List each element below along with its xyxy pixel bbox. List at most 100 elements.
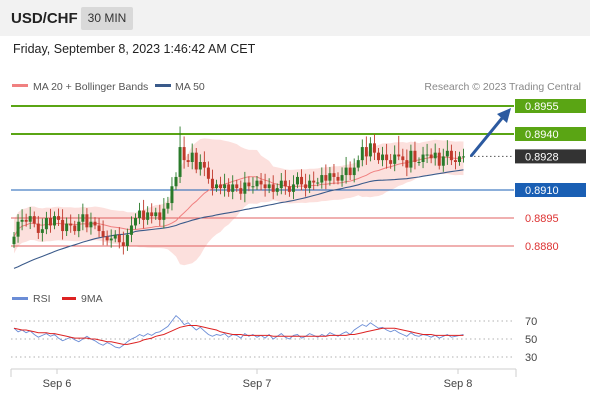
- candle-body: [283, 180, 287, 187]
- candle-body: [81, 214, 85, 222]
- candle-body: [449, 150, 453, 161]
- candle-body: [316, 182, 320, 184]
- candle-body: [32, 216, 36, 224]
- candle-body: [328, 173, 332, 181]
- candle-body: [138, 210, 142, 218]
- candle-body: [215, 184, 218, 189]
- current-label-bg: [515, 149, 586, 164]
- candle-body: [219, 184, 223, 189]
- candle-body: [174, 176, 178, 187]
- rsi-panel: 70 50 30: [11, 314, 537, 364]
- resistance-2-label-bg: [515, 99, 586, 113]
- resistance-1-label-bg: [515, 127, 586, 141]
- candle-body: [53, 216, 56, 226]
- rsi-tick-50: 50: [525, 334, 537, 346]
- x-axis: Sep 6 Sep 7 Sep 8: [43, 369, 473, 390]
- candle-body: [16, 221, 20, 237]
- header-bar: USD/CHF 30 MIN: [0, 0, 590, 36]
- candle-body: [134, 218, 137, 226]
- candle-body: [48, 218, 52, 226]
- timeframe-button[interactable]: 30 MIN: [81, 7, 133, 30]
- candle-body: [393, 154, 397, 164]
- candle-body: [206, 167, 210, 179]
- candle-body: [441, 156, 445, 166]
- candle-body: [279, 180, 283, 189]
- candle-body: [142, 210, 146, 220]
- candle-body: [251, 186, 255, 188]
- candle-body: [458, 156, 461, 162]
- candle-body: [73, 225, 77, 232]
- ma20-legend-swatch: [12, 84, 28, 87]
- candle-body: [69, 223, 73, 226]
- candle-body: [417, 162, 421, 163]
- pivot-label-bg: [515, 183, 586, 197]
- candle-body: [308, 180, 312, 189]
- credit-text: Research © 2023 Trading Central: [424, 81, 581, 93]
- rsi-legend-label: RSI: [33, 293, 51, 305]
- candle-body: [154, 212, 158, 217]
- candle-body: [170, 186, 174, 204]
- resistance-2-label: 0.8955: [525, 101, 559, 113]
- candle-body: [20, 219, 24, 222]
- candle-body: [381, 154, 385, 161]
- candle-body: [405, 160, 409, 168]
- price-panel: 0.8955 0.8940 0.8928 0.8910 0.8895 0.8880: [11, 99, 586, 269]
- candle-body: [97, 225, 101, 232]
- candle-body: [453, 160, 457, 162]
- candle-body: [385, 154, 389, 161]
- candle-body: [125, 234, 129, 246]
- candle-body: [352, 167, 356, 176]
- candle-body: [445, 150, 449, 157]
- candle-body: [89, 221, 93, 228]
- candle-body: [77, 221, 81, 232]
- candle-body: [275, 188, 279, 192]
- candle-body: [210, 178, 214, 189]
- ma20-line: [13, 156, 464, 237]
- candle-body: [61, 219, 65, 232]
- candle-body: [368, 143, 372, 157]
- candle-body: [324, 175, 328, 181]
- candle-body: [247, 182, 251, 187]
- candle-body: [429, 154, 433, 159]
- ma50-line: [13, 169, 464, 269]
- candle-body: [12, 236, 16, 245]
- ma9-legend-label: 9MA: [81, 293, 103, 305]
- candle-body: [433, 152, 437, 159]
- candle-body: [223, 184, 227, 189]
- candle-body: [296, 176, 299, 185]
- candle-body: [300, 176, 304, 185]
- candle-body: [36, 223, 40, 233]
- resistance-1-label: 0.8940: [525, 129, 559, 141]
- candle-body: [271, 184, 275, 192]
- candle-body: [129, 225, 133, 235]
- candle-body: [263, 184, 267, 189]
- x-tick-label: Sep 8: [444, 378, 473, 390]
- candle-body: [312, 180, 316, 183]
- candle-body: [44, 218, 48, 230]
- rsi-line: [13, 314, 464, 349]
- candle-body: [389, 160, 393, 164]
- datetime-label: Friday, September 8, 2023 1:46:42 AM CET: [13, 42, 256, 56]
- forecast-arrow-shaft: [470, 115, 505, 157]
- candle-body: [425, 154, 429, 156]
- ma9-legend-swatch: [62, 297, 76, 300]
- candle-body: [231, 184, 235, 192]
- support-2-label: 0.8880: [525, 241, 559, 253]
- candle-body: [397, 154, 401, 157]
- ma20-legend-label: MA 20 + Bollinger Bands: [33, 81, 148, 93]
- candle-body: [320, 175, 324, 183]
- candle-body: [101, 231, 105, 237]
- candle-body: [85, 214, 89, 228]
- forecast-arrow-head: [497, 108, 511, 123]
- candle-body: [194, 152, 198, 170]
- candle-body: [186, 160, 190, 162]
- candle-body: [267, 184, 271, 189]
- 9ma-line: [13, 325, 464, 345]
- candle-body: [113, 234, 117, 239]
- candle-body: [162, 208, 166, 220]
- candle-body: [259, 180, 263, 185]
- candle-body: [202, 162, 206, 168]
- ma50-legend-swatch: [155, 84, 171, 87]
- x-tick-label: Sep 6: [43, 378, 72, 390]
